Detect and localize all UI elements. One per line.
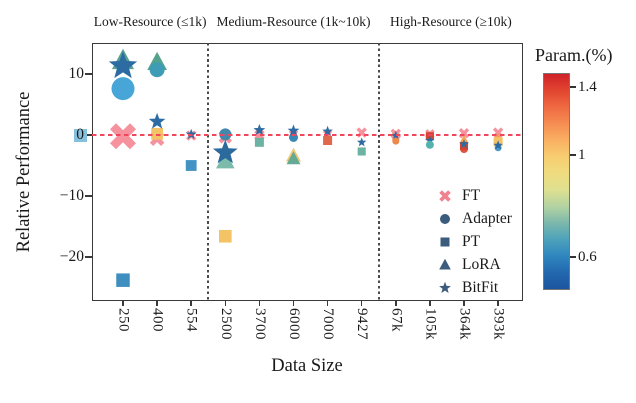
x-axis-title: Data Size: [271, 356, 343, 376]
region-header: Medium-Resource (1k~10k): [216, 14, 371, 29]
legend-label: BitFit: [462, 279, 499, 296]
colorbar-tick-label: 0.6: [578, 249, 597, 266]
marker-lora-6000: [286, 151, 301, 165]
x-tick-label: 7000: [320, 308, 337, 340]
x-tick-label: 2500: [217, 308, 234, 340]
x-tick-label: 67k: [388, 308, 405, 332]
legend-item-adapter: Adapter: [433, 209, 512, 229]
marker-bitfit-7000: [322, 125, 333, 136]
circle-legend-icon: [440, 214, 450, 224]
x-tick-mark: [122, 301, 124, 306]
y-tick-label: −10: [59, 187, 84, 204]
x-tick-mark: [156, 301, 158, 306]
triangle-legend-marker: [439, 258, 451, 270]
marker-adapter-400: [149, 62, 165, 78]
x-tick-mark: [224, 301, 227, 306]
y-tick-mark: [85, 256, 92, 258]
x-tick-label: 3700: [251, 308, 268, 340]
region-header: High-Resource (≥10k): [389, 14, 512, 29]
marker-adapter-105k: [425, 140, 434, 149]
marker-bitfit-9427: [356, 137, 367, 147]
marker-pt-7000: [323, 135, 333, 145]
legend-label: FT: [462, 187, 481, 204]
marker-bitfit-2500: [212, 139, 238, 164]
x-tick-label: 6000: [286, 308, 302, 340]
square-legend-marker: [440, 237, 450, 247]
marker-bitfit-393k: [493, 140, 503, 150]
marker-pt-400: [151, 127, 163, 140]
x-tick-mark: [292, 301, 295, 306]
x-legend-marker: [439, 190, 451, 202]
x-tick-mark: [429, 301, 431, 306]
x-tick-mark: [360, 301, 363, 306]
marker-bitfit-250: [108, 51, 138, 79]
marker-pt-2500: [219, 229, 232, 243]
marker-bitfit-400: [148, 112, 166, 129]
x-tick-mark: [395, 301, 397, 306]
colorbar-tick-label: 1: [578, 147, 586, 164]
x-tick-label: 400: [149, 308, 166, 332]
marker-adapter-250: [111, 77, 135, 101]
marker-pt-3700: [254, 137, 264, 147]
zero-tick-highlight: [74, 129, 87, 142]
legend-label: Adapter: [462, 210, 512, 227]
marker-bitfit-105k: [425, 135, 435, 145]
region-header: Low-Resource (≤1k): [93, 14, 207, 29]
legend-item-pt: PT: [433, 232, 480, 252]
marker-bitfit-554: [185, 128, 197, 139]
marker-adapter-67k: [392, 137, 400, 145]
x-tick-mark: [258, 301, 261, 306]
scatter-markers-layer: [108, 48, 504, 287]
colorbar-gradient: [543, 73, 570, 290]
y-axis-title: Relative Performance: [14, 91, 34, 253]
marker-pt-554: [185, 160, 197, 171]
y-tick-label: 0: [76, 126, 84, 143]
y-tick-mark: [85, 195, 92, 197]
colorbar-tick-mark: [570, 86, 576, 88]
x-tick-label: 364k: [456, 308, 473, 340]
circle-legend-marker: [440, 214, 450, 224]
marker-bitfit-364k: [459, 139, 469, 149]
x-tick-mark: [463, 301, 465, 306]
marker-pt-9427: [357, 147, 366, 156]
x-tick-mark: [497, 301, 499, 306]
legend-item-bitfit: BitFit: [433, 278, 498, 298]
marker-bitfit-6000: [287, 124, 300, 136]
colorbar-tick-label: 1.4: [578, 79, 597, 96]
marker-ft-250: [109, 123, 137, 150]
marker-pt-250: [116, 273, 130, 287]
x-tick-label: 393k: [490, 308, 507, 340]
y-tick-label: 10: [68, 65, 85, 82]
y-tick-label: −20: [59, 248, 84, 265]
colorbar-tick-mark: [570, 154, 576, 156]
legend-item-ft: FT: [433, 186, 480, 206]
region-separator-1: [207, 43, 210, 301]
x-legend-icon: [439, 190, 451, 202]
x-tick-label: 250: [115, 308, 132, 332]
marker-bitfit-3700: [253, 123, 266, 136]
x-tick-mark: [326, 301, 329, 306]
x-tick-label: 9427: [354, 308, 371, 340]
marker-lora-2500: [216, 151, 235, 169]
legend-label: LoRA: [462, 256, 501, 273]
x-tick-mark: [190, 301, 192, 306]
star-legend-icon: [439, 281, 451, 294]
star-legend-marker: [439, 281, 451, 294]
x-tick-label: 105k: [422, 308, 439, 340]
colorbar-tick-mark: [570, 256, 576, 258]
legend-item-lora: LoRA: [433, 255, 501, 275]
triangle-legend-icon: [439, 258, 451, 270]
y-tick-mark: [85, 73, 92, 75]
zero-reference-line: [92, 134, 523, 136]
square-legend-icon: [440, 237, 450, 247]
y-tick-mark: [85, 134, 92, 136]
region-separator-2: [377, 43, 380, 301]
colorbar-title: Param.(%): [535, 45, 613, 65]
plot-area: [92, 43, 523, 301]
x-tick-label: 554: [183, 308, 200, 332]
legend-label: PT: [462, 233, 481, 250]
